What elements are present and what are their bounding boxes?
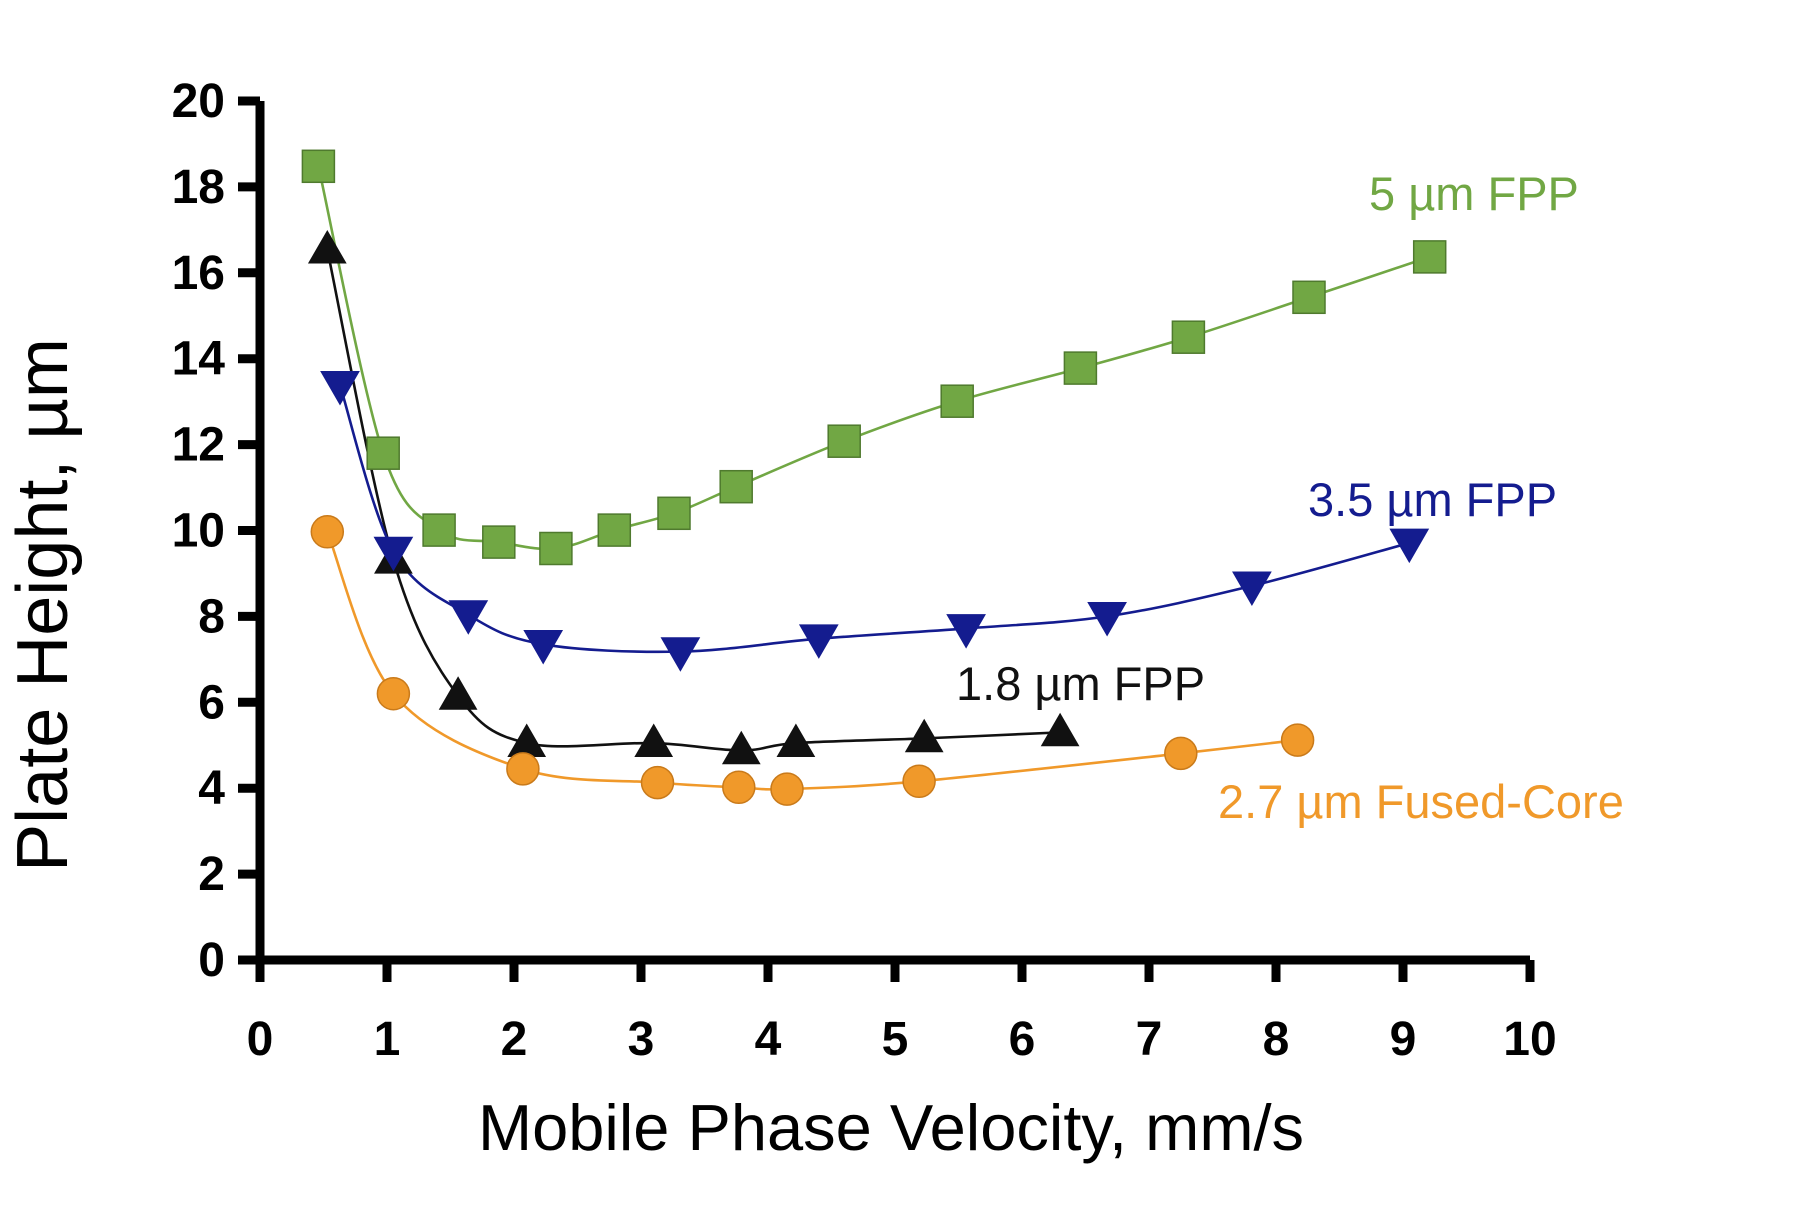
svg-text:8: 8 xyxy=(198,590,225,643)
svg-text:Mobile Phase Velocity, mm/s: Mobile Phase Velocity, mm/s xyxy=(478,1091,1304,1164)
svg-text:0: 0 xyxy=(247,1013,274,1066)
svg-text:4: 4 xyxy=(198,762,225,815)
svg-text:0: 0 xyxy=(198,934,225,987)
svg-text:8: 8 xyxy=(1263,1013,1290,1066)
svg-text:5: 5 xyxy=(882,1013,909,1066)
svg-text:6: 6 xyxy=(198,676,225,729)
svg-text:3: 3 xyxy=(628,1013,655,1066)
svg-text:3.5 µm FPP: 3.5 µm FPP xyxy=(1308,473,1557,526)
svg-text:2: 2 xyxy=(501,1013,528,1066)
svg-text:Plate Height, µm: Plate Height, µm xyxy=(3,338,83,872)
svg-text:4: 4 xyxy=(755,1013,782,1066)
svg-text:5 µm FPP: 5 µm FPP xyxy=(1369,167,1579,220)
svg-text:2.7 µm Fused-Core: 2.7 µm Fused-Core xyxy=(1218,775,1624,828)
svg-text:6: 6 xyxy=(1009,1013,1036,1066)
svg-text:12: 12 xyxy=(172,419,225,472)
svg-text:20: 20 xyxy=(172,75,225,128)
svg-text:16: 16 xyxy=(172,247,225,300)
svg-text:14: 14 xyxy=(172,333,226,386)
svg-text:7: 7 xyxy=(1136,1013,1163,1066)
svg-text:10: 10 xyxy=(172,505,225,558)
svg-text:10: 10 xyxy=(1503,1013,1556,1066)
svg-text:1.8 µm FPP: 1.8 µm FPP xyxy=(956,657,1205,710)
svg-text:9: 9 xyxy=(1390,1013,1417,1066)
svg-text:18: 18 xyxy=(172,161,225,214)
svg-text:1: 1 xyxy=(374,1013,401,1066)
svg-text:2: 2 xyxy=(198,848,225,901)
